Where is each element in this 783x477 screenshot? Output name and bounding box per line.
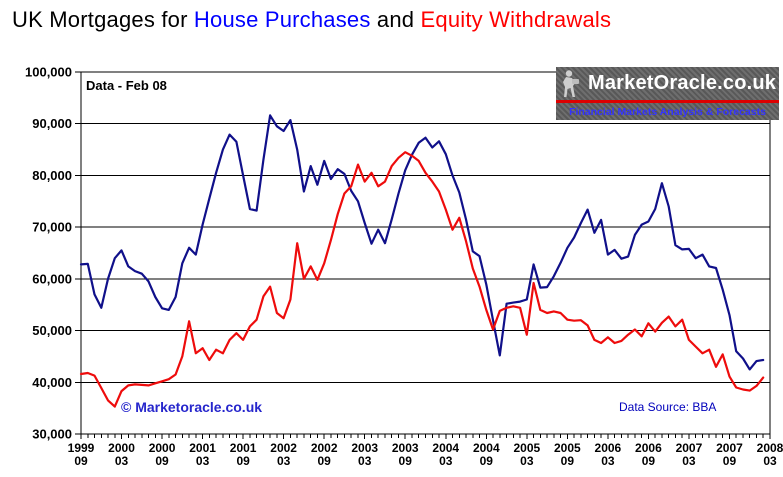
y-axis-label: 60,000: [32, 271, 72, 286]
data-period-note: Data - Feb 08: [86, 78, 167, 93]
x-axis-label-year: 2002: [311, 441, 338, 455]
x-axis-label-month: 03: [763, 454, 777, 468]
x-axis-label-year: 2001: [189, 441, 216, 455]
title-equity-withdrawals: Equity Withdrawals: [420, 7, 612, 32]
x-axis-label-year: 2006: [635, 441, 662, 455]
x-axis-label-year: 2007: [716, 441, 743, 455]
x-axis-label-year: 2002: [270, 441, 297, 455]
y-axis-label: 80,000: [32, 168, 72, 183]
x-axis-label-year: 2005: [554, 441, 581, 455]
x-axis-label-month: 03: [196, 454, 210, 468]
x-axis-label-year: 2004: [473, 441, 500, 455]
logo-tagline: Financial Markets Analysis & Forecasts: [569, 105, 766, 118]
x-axis-label-month: 09: [642, 454, 656, 468]
x-axis-label-month: 03: [439, 454, 453, 468]
x-axis-label-month: 09: [399, 454, 413, 468]
copyright-watermark: © Marketoracle.co.uk: [121, 399, 263, 415]
x-axis-label-month: 03: [115, 454, 129, 468]
x-axis-label-year: 2006: [595, 441, 622, 455]
plot-frame: [80, 71, 771, 435]
equity-withdrawals-line: [79, 151, 765, 408]
x-axis-label-month: 09: [74, 454, 88, 468]
x-axis-label-year: 2004: [432, 441, 459, 455]
x-axis-label-year: 2003: [392, 441, 419, 455]
logo-red-stripe: [556, 100, 779, 103]
x-axis-label-month: 03: [358, 454, 372, 468]
logo-name: MarketOracle.co.uk: [588, 72, 777, 94]
logo-top-row: MarketOracle.co.uk: [556, 67, 779, 100]
x-axis-label-year: 2003: [351, 441, 378, 455]
x-axis-label-year: 2005: [513, 441, 540, 455]
page-title: UK Mortgages for House Purchases and Equ…: [12, 7, 611, 33]
x-axis-label-month: 03: [277, 454, 291, 468]
x-axis-label-month: 09: [317, 454, 331, 468]
x-axis-label-year: 2001: [230, 441, 257, 455]
y-axis-label: 100,000: [25, 65, 72, 80]
x-axis-label-month: 09: [480, 454, 494, 468]
title-plain-2: and: [370, 7, 421, 32]
x-axis-label-year: 2000: [149, 441, 176, 455]
x-axis-label-year: 2000: [108, 441, 135, 455]
y-axis-label: 50,000: [32, 323, 72, 338]
y-axis-label: 40,000: [32, 375, 72, 390]
x-axis-label-year: 2007: [676, 441, 703, 455]
x-axis-label-month: 09: [236, 454, 250, 468]
x-axis-label-year: 1999: [68, 441, 95, 455]
x-axis-label-month: 09: [561, 454, 575, 468]
x-axis-label-month: 03: [520, 454, 534, 468]
y-axis-label: 70,000: [32, 220, 72, 235]
x-axis-label-year: 2008: [757, 441, 783, 455]
y-axis-label: 90,000: [32, 116, 72, 131]
y-axis-label: 30,000: [32, 427, 72, 442]
data-source-note: Data Source: BBA: [619, 400, 717, 414]
x-axis-label-month: 09: [155, 454, 169, 468]
x-axis-label-month: 09: [723, 454, 737, 468]
seated-reader-icon: [556, 67, 586, 100]
marketoracle-logo: MarketOracle.co.uk Financial Markets Ana…: [556, 67, 779, 120]
title-plain-1: UK Mortgages for: [12, 7, 194, 32]
x-axis-label-month: 03: [682, 454, 696, 468]
house-purchases-line: [79, 114, 765, 371]
x-axis-label-month: 03: [601, 454, 615, 468]
title-house-purchases: House Purchases: [193, 7, 371, 32]
